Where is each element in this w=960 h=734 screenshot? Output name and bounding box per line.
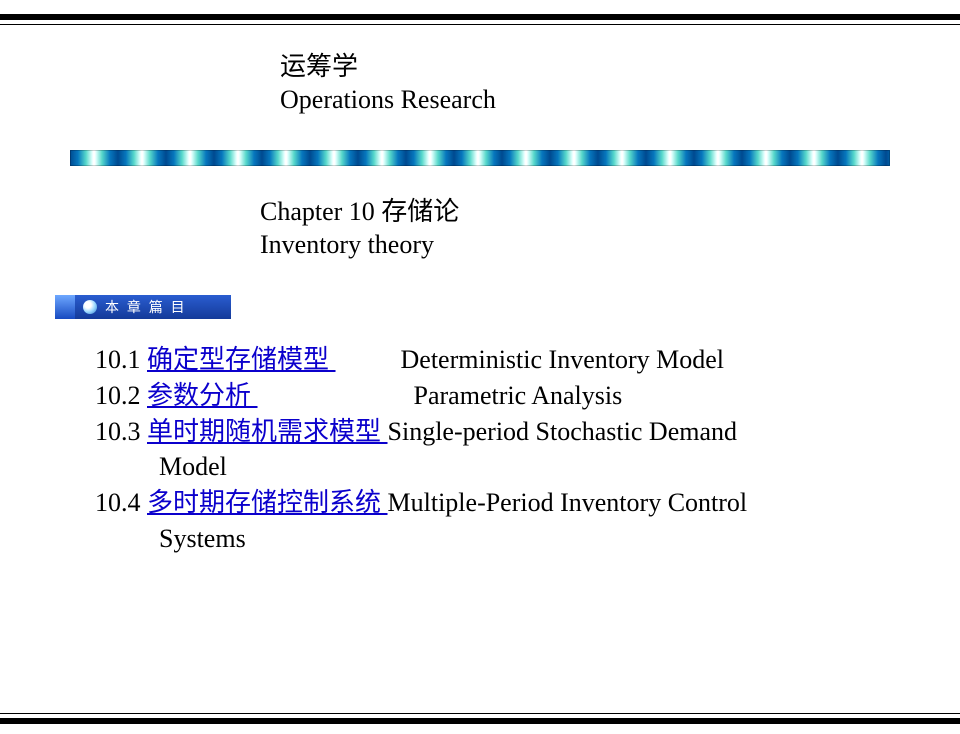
bottom-thick-bar	[0, 718, 960, 724]
toc-item: 10.4 多时期存储控制系统 Multiple-Period Inventory…	[95, 486, 900, 520]
chapter-title-en: Inventory theory	[260, 229, 960, 262]
toc-continuation: Systems	[95, 522, 900, 556]
toc-link[interactable]: 参数分析	[147, 381, 258, 410]
toc-item: 10.2 参数分析 Parametric Analysis	[95, 379, 900, 413]
chapter-title: Chapter 10 存储论 Inventory theory	[260, 196, 960, 261]
section-badge: 本 章 篇 目	[55, 295, 960, 319]
toc-item: 10.1 确定型存储模型 Deterministic Inventory Mod…	[95, 343, 900, 377]
toc-link[interactable]: 确定型存储模型	[147, 345, 336, 374]
top-thin-bar	[0, 24, 960, 25]
toc-item: 10.3 单时期随机需求模型 Single-period Stochastic …	[95, 415, 900, 449]
toc-num: 10.4	[95, 488, 141, 517]
toc-link[interactable]: 单时期随机需求模型	[147, 417, 388, 446]
bullet-icon	[83, 300, 97, 314]
table-of-contents: 10.1 确定型存储模型 Deterministic Inventory Mod…	[95, 343, 900, 556]
toc-en: Multiple-Period Inventory Control	[388, 488, 748, 517]
badge-label: 本 章 篇 目	[105, 297, 187, 317]
toc-num: 10.3	[95, 417, 141, 446]
toc-continuation: Model	[95, 450, 900, 484]
toc-num: 10.1	[95, 345, 141, 374]
chapter-title-cn: Chapter 10 存储论	[260, 196, 960, 229]
top-thick-bar	[0, 14, 960, 20]
course-title: 运筹学 Operations Research	[280, 51, 960, 116]
toc-en: Single-period Stochastic Demand	[388, 417, 737, 446]
gradient-divider	[70, 150, 890, 166]
badge-accent	[55, 295, 75, 319]
toc-en: Deterministic Inventory Model	[401, 345, 724, 374]
bottom-bars	[0, 713, 960, 724]
toc-en: Parametric Analysis	[414, 381, 623, 410]
course-title-en: Operations Research	[280, 84, 960, 117]
course-title-cn: 运筹学	[280, 51, 960, 84]
toc-link[interactable]: 多时期存储控制系统	[147, 488, 388, 517]
badge-body: 本 章 篇 目	[75, 295, 231, 319]
toc-num: 10.2	[95, 381, 141, 410]
bottom-thin-bar	[0, 713, 960, 714]
